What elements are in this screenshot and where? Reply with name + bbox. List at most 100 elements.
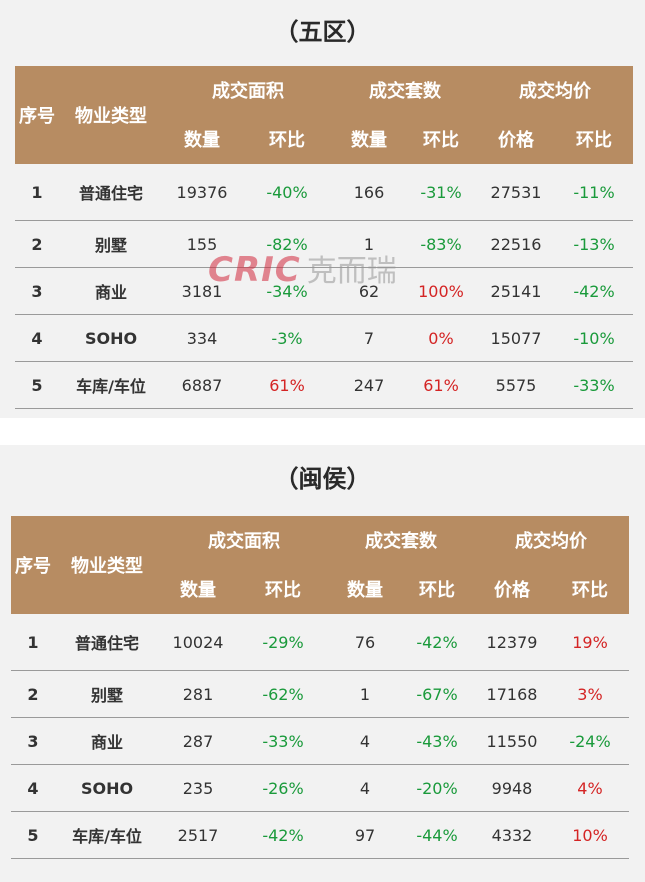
cell-price: 27531 — [477, 164, 555, 221]
table-title: （五区） — [274, 18, 371, 46]
cell-area-mom: -29% — [237, 614, 329, 671]
cell-area-mom: -40% — [241, 164, 333, 221]
header-area-qty: 数量 — [163, 114, 241, 164]
cell-sets-qty: 1 — [333, 220, 405, 268]
cell-type: 车库/车位 — [55, 811, 159, 859]
cell-area-mom: -34% — [241, 267, 333, 315]
cell-area-mom: -62% — [237, 670, 329, 718]
header-price: 成交均价 — [473, 516, 629, 564]
cell-price: 5575 — [477, 361, 555, 409]
cell-price-mom: 4% — [551, 764, 629, 812]
table-title: （闽侯） — [274, 465, 371, 493]
header-area-mom: 环比 — [237, 564, 329, 614]
cell-seq: 3 — [11, 717, 55, 765]
cell-sets-mom: -83% — [405, 220, 477, 268]
cell-seq: 3 — [15, 267, 59, 315]
cell-sets-qty: 7 — [333, 314, 405, 362]
table-row: 5 车库/车位 6887 61% 247 61% 5575 -33% — [15, 361, 633, 409]
cell-type: SOHO — [59, 314, 163, 362]
header-price-sub: 价格 — [477, 114, 555, 164]
cell-sets-qty: 4 — [329, 717, 401, 765]
cell-sets-qty: 97 — [329, 811, 401, 859]
cell-price-mom: 3% — [551, 670, 629, 718]
cell-sets-mom: 100% — [405, 267, 477, 315]
header-sets-mom: 环比 — [401, 564, 473, 614]
cell-price: 15077 — [477, 314, 555, 362]
table-row: 4 SOHO 334 -3% 7 0% 15077 -10% — [15, 314, 633, 362]
cell-area-qty: 19376 — [163, 164, 241, 221]
data-table-minhou: 序号 物业类型 成交面积 成交套数 成交均价 数量 环比 数量 环比 价格 环比… — [11, 516, 629, 859]
cell-area-qty: 2517 — [159, 811, 237, 859]
cell-area-mom: -33% — [237, 717, 329, 765]
cell-seq: 2 — [11, 670, 55, 718]
table-row: 3 商业 3181 -34% 62 100% 25141 -42% — [15, 267, 633, 315]
header-area-mom: 环比 — [241, 114, 333, 164]
cell-price-mom: 19% — [551, 614, 629, 671]
cell-area-qty: 334 — [163, 314, 241, 362]
table-row: 5 车库/车位 2517 -42% 97 -44% 4332 10% — [11, 811, 629, 859]
cell-seq: 1 — [11, 614, 55, 671]
cell-price-mom: -42% — [555, 267, 633, 315]
cell-sets-mom: -44% — [401, 811, 473, 859]
cell-area-qty: 287 — [159, 717, 237, 765]
cell-sets-qty: 76 — [329, 614, 401, 671]
cell-area-qty: 235 — [159, 764, 237, 812]
cell-price: 25141 — [477, 267, 555, 315]
cell-price: 11550 — [473, 717, 551, 765]
cell-price: 22516 — [477, 220, 555, 268]
header-price-mom: 环比 — [551, 564, 629, 614]
cell-area-mom: 61% — [241, 361, 333, 409]
header-sets-qty: 数量 — [329, 564, 401, 614]
cell-sets-mom: -67% — [401, 670, 473, 718]
header-area: 成交面积 — [159, 516, 329, 564]
cell-area-mom: -42% — [237, 811, 329, 859]
header-area-qty: 数量 — [159, 564, 237, 614]
cell-sets-qty: 247 — [333, 361, 405, 409]
table-row: 2 别墅 281 -62% 1 -67% 17168 3% — [11, 670, 629, 718]
cell-sets-mom: 0% — [405, 314, 477, 362]
cell-type: 普通住宅 — [59, 164, 163, 221]
cell-seq: 2 — [15, 220, 59, 268]
cell-price-mom: -24% — [551, 717, 629, 765]
table-row: 2 别墅 155 -82% 1 -83% 22516 -13% — [15, 220, 633, 268]
cell-area-qty: 155 — [163, 220, 241, 268]
cell-area-qty: 6887 — [163, 361, 241, 409]
cell-price: 4332 — [473, 811, 551, 859]
cell-price-mom: -33% — [555, 361, 633, 409]
data-table-wuqu: 序号 物业类型 成交面积 成交套数 成交均价 数量 环比 数量 环比 价格 环比… — [15, 66, 633, 409]
cell-sets-mom: -42% — [401, 614, 473, 671]
header-sets: 成交套数 — [329, 516, 473, 564]
cell-seq: 1 — [15, 164, 59, 221]
table-body: 1 普通住宅 19376 -40% 166 -31% 27531 -11% 2 别墅 155 -82%… — [15, 164, 633, 409]
header-seq: 序号 — [15, 66, 59, 164]
header-type: 物业类型 — [55, 516, 159, 614]
cell-type: SOHO — [55, 764, 159, 812]
header-price-sub: 价格 — [473, 564, 551, 614]
cell-seq: 4 — [15, 314, 59, 362]
table-row: 1 普通住宅 10024 -29% 76 -42% 12379 19% — [11, 614, 629, 671]
header-sets-mom: 环比 — [405, 114, 477, 164]
cell-sets-mom: -31% — [405, 164, 477, 221]
cell-sets-qty: 166 — [333, 164, 405, 221]
header-sets-qty: 数量 — [333, 114, 405, 164]
cell-price-mom: -10% — [555, 314, 633, 362]
cell-type: 别墅 — [55, 670, 159, 718]
header-price: 成交均价 — [477, 66, 633, 114]
cell-sets-qty: 62 — [333, 267, 405, 315]
header-area: 成交面积 — [163, 66, 333, 114]
header-seq: 序号 — [11, 516, 55, 614]
header-type: 物业类型 — [59, 66, 163, 164]
table-panel-minhou: （闽侯） 序号 物业类型 成交面积 成交套数 成交均价 数量 环比 数量 环比 … — [0, 445, 645, 882]
table-row: 4 SOHO 235 -26% 4 -20% 9948 4% — [11, 764, 629, 812]
cell-seq: 5 — [15, 361, 59, 409]
cell-area-mom: -3% — [241, 314, 333, 362]
cell-price-mom: -13% — [555, 220, 633, 268]
cell-sets-mom: 61% — [405, 361, 477, 409]
cell-sets-mom: -20% — [401, 764, 473, 812]
table-row: 3 商业 287 -33% 4 -43% 11550 -24% — [11, 717, 629, 765]
cell-price-mom: -11% — [555, 164, 633, 221]
table-body: 1 普通住宅 10024 -29% 76 -42% 12379 19% 2 别墅 281 -62% 1-… — [11, 614, 629, 859]
cell-type: 商业 — [55, 717, 159, 765]
cell-area-mom: -82% — [241, 220, 333, 268]
cell-type: 普通住宅 — [55, 614, 159, 671]
